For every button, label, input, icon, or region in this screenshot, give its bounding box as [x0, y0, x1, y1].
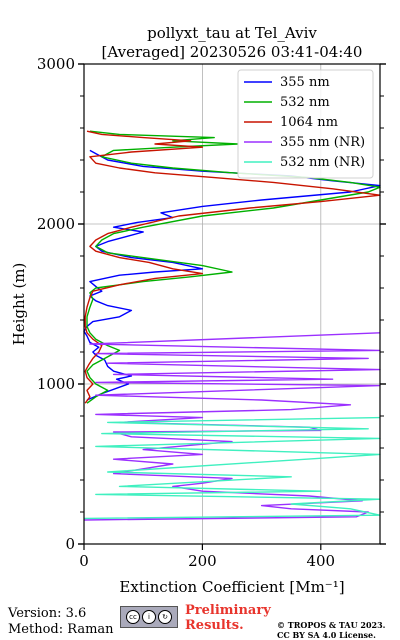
- legend-label-0: 355 nm: [280, 75, 330, 90]
- axis-ticks: [78, 63, 386, 550]
- by-icon: i: [142, 610, 156, 624]
- legend-label-1: 532 nm: [280, 95, 330, 110]
- x-axis-label: Extinction Coefficient [Mm⁻¹]: [119, 578, 344, 596]
- legend-label-2: 1064 nm: [280, 115, 338, 130]
- legend-label-3: 355 nm (NR): [280, 135, 365, 150]
- series-line-4: [83, 416, 381, 520]
- x-tick-label-2: 400: [306, 552, 335, 570]
- series-line-2: [84, 130, 381, 404]
- chart: pollyxt_tau at Tel_Aviv [Averaged] 20230…: [10, 24, 386, 596]
- chart-title: pollyxt_tau at Tel_Aviv: [147, 24, 317, 42]
- x-tick-label-0: 0: [79, 552, 89, 570]
- series-line-1: [86, 130, 381, 404]
- legend-label-4: 532 nm (NR): [280, 155, 365, 170]
- y-tick-label-0: 0: [65, 535, 75, 553]
- y-tick-label-3: 3000: [37, 55, 75, 73]
- y-axis-label: Height (m): [10, 263, 28, 346]
- y-tick-label-1: 1000: [37, 375, 75, 393]
- preliminary-line1: Preliminary: [185, 603, 271, 618]
- cc-icon: cc: [126, 610, 140, 624]
- legend-box: [237, 69, 374, 179]
- sa-icon: ↻: [158, 610, 172, 624]
- version-text: Version: 3.6: [8, 606, 87, 621]
- chart-subtitle: [Averaged] 20230526 03:41-04:40: [102, 43, 363, 61]
- legend: 355 nm 532 nm 1064 nm 355 nm (NR) 532 nm (NR…: [237, 69, 374, 179]
- method-text: Method: Raman: [8, 622, 114, 637]
- series-layer: [83, 130, 381, 521]
- preliminary-notice: Preliminary Results.: [185, 603, 271, 633]
- x-tick-label-1: 200: [188, 552, 217, 570]
- cc-license-badge: cc i ↻: [120, 606, 178, 628]
- plot-frame: [83, 63, 381, 545]
- copyright-line1: © TROPOS & TAU 2023.: [277, 620, 386, 630]
- preliminary-line2: Results.: [185, 618, 244, 633]
- copyright-line2: CC BY SA 4.0 License.: [277, 630, 376, 640]
- y-tick-label-2: 2000: [37, 215, 75, 233]
- copyright: © TROPOS & TAU 2023. CC BY SA 4.0 Licens…: [277, 620, 385, 640]
- tick-labels: 0 200 400 0 1000 2000 3000: [37, 55, 335, 570]
